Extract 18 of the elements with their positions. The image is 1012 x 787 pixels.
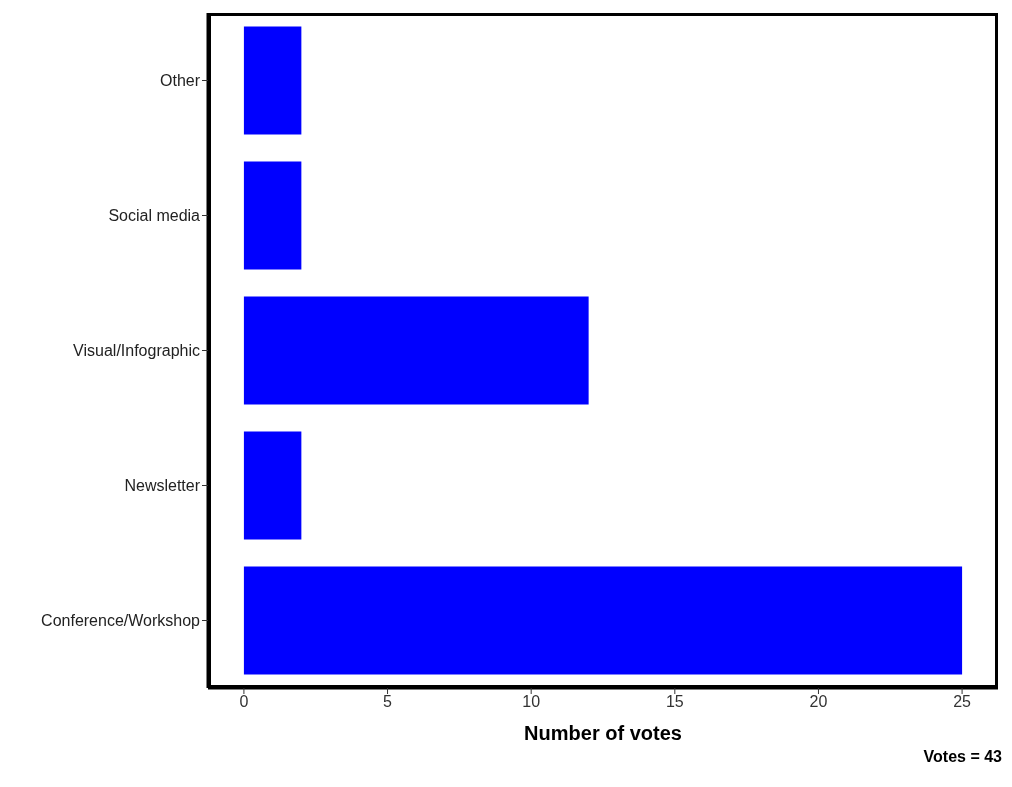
- y-tick-label: Other: [159, 72, 201, 90]
- x-tick-label: 0: [239, 693, 249, 711]
- bar: [243, 566, 963, 675]
- y-tick-label: Newsletter: [124, 477, 201, 495]
- x-tick-label: 5: [383, 693, 393, 711]
- x-tick-label: 10: [522, 693, 541, 711]
- bar: [243, 296, 589, 405]
- x-tick-label: 15: [665, 693, 684, 711]
- y-tick-label: Visual/Infographic: [73, 342, 200, 360]
- x-tick-label: 20: [809, 693, 828, 711]
- bar: [243, 26, 302, 135]
- y-tick-label: Conference/Workshop: [41, 612, 201, 630]
- bar: [243, 431, 302, 540]
- text: Votes = 43: [922, 748, 1003, 766]
- x-tick-label: 25: [953, 693, 972, 711]
- y-tick-label: Social media: [108, 207, 201, 225]
- x-axis-title: Number of votes: [524, 722, 682, 744]
- bar: [243, 161, 302, 270]
